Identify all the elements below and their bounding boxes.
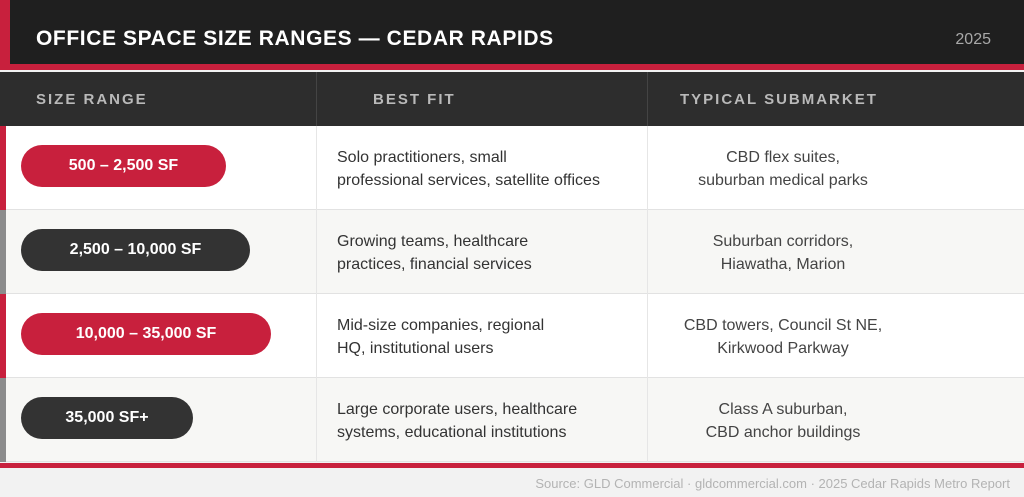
best-fit-line: HQ, institutional users [337,340,494,357]
best-fit-cell: Solo practitioners, small professional s… [337,146,627,192]
best-fit-line: practices, financial services [337,256,532,273]
best-fit-cell: Growing teams, healthcare practices, fin… [337,230,627,276]
best-fit-line: professional services, satellite offices [337,172,600,189]
column-divider [316,210,317,294]
report-year: 2025 [955,31,991,48]
column-header-typical-submarket: TYPICAL SUBMARKET [680,90,878,108]
bottom-accent-line [0,463,1024,468]
row-accent-bar [0,378,6,462]
row-accent-bar [0,126,6,210]
size-range-pill: 35,000 SF+ [21,397,193,439]
submarket-line: CBD flex suites, [726,149,840,166]
submarket-line: Hiawatha, Marion [720,256,846,273]
submarket-line: Suburban corridors, [712,233,854,250]
page-title: OFFICE SPACE SIZE RANGES — CEDAR RAPIDS [36,27,554,50]
table-row: 500 – 2,500 SF Solo practitioners, small… [0,126,1024,210]
column-divider [316,126,317,210]
size-range-pill: 500 – 2,500 SF [21,145,226,187]
column-divider [647,378,648,462]
column-header-size-range: SIZE RANGE [36,90,148,108]
submarket-line: Kirkwood Parkway [717,340,849,357]
best-fit-line: systems, educational institutions [337,424,567,441]
column-divider [647,210,648,294]
column-divider [316,294,317,378]
source-note: Source: GLD Commercial · gldcommercial.c… [535,476,1010,491]
table-row: 2,500 – 10,000 SF Growing teams, healthc… [0,210,1024,294]
best-fit-line: Solo practitioners, small [337,149,507,166]
table-row: 10,000 – 35,000 SF Mid-size companies, r… [0,294,1024,378]
submarket-cell: Suburban corridors, Hiawatha, Marion [648,230,918,276]
submarket-cell: Class A suburban, CBD anchor buildings [648,398,918,444]
row-accent-bar [0,294,6,378]
submarket-line: suburban medical parks [698,172,868,189]
column-divider [316,72,317,126]
best-fit-line: Growing teams, healthcare [337,233,529,250]
column-header-best-fit: BEST FIT [373,90,456,108]
title-bar: OFFICE SPACE SIZE RANGES — CEDAR RAPIDS … [0,0,1024,70]
column-divider [647,126,648,210]
table-row: 35,000 SF+ Large corporate users, health… [0,378,1024,462]
title-accent-bar [0,0,10,64]
submarket-cell: CBD towers, Council St NE, Kirkwood Park… [648,314,918,360]
size-range-pill: 10,000 – 35,000 SF [21,313,271,355]
best-fit-cell: Large corporate users, healthcare system… [337,398,627,444]
table-header: SIZE RANGE BEST FIT TYPICAL SUBMARKET [0,72,1024,126]
row-accent-bar [0,210,6,294]
submarket-line: CBD anchor buildings [705,424,861,441]
submarket-cell: CBD flex suites, suburban medical parks [648,146,918,192]
column-divider [647,72,648,126]
column-divider [647,294,648,378]
title-underline [0,64,1024,70]
size-range-pill: 2,500 – 10,000 SF [21,229,250,271]
best-fit-line: Mid-size companies, regional [337,317,545,334]
best-fit-cell: Mid-size companies, regional HQ, institu… [337,314,627,360]
submarket-line: Class A suburban, [718,401,848,418]
submarket-line: CBD towers, Council St NE, [683,317,883,334]
column-divider [316,378,317,462]
best-fit-line: Large corporate users, healthcare [337,401,578,418]
